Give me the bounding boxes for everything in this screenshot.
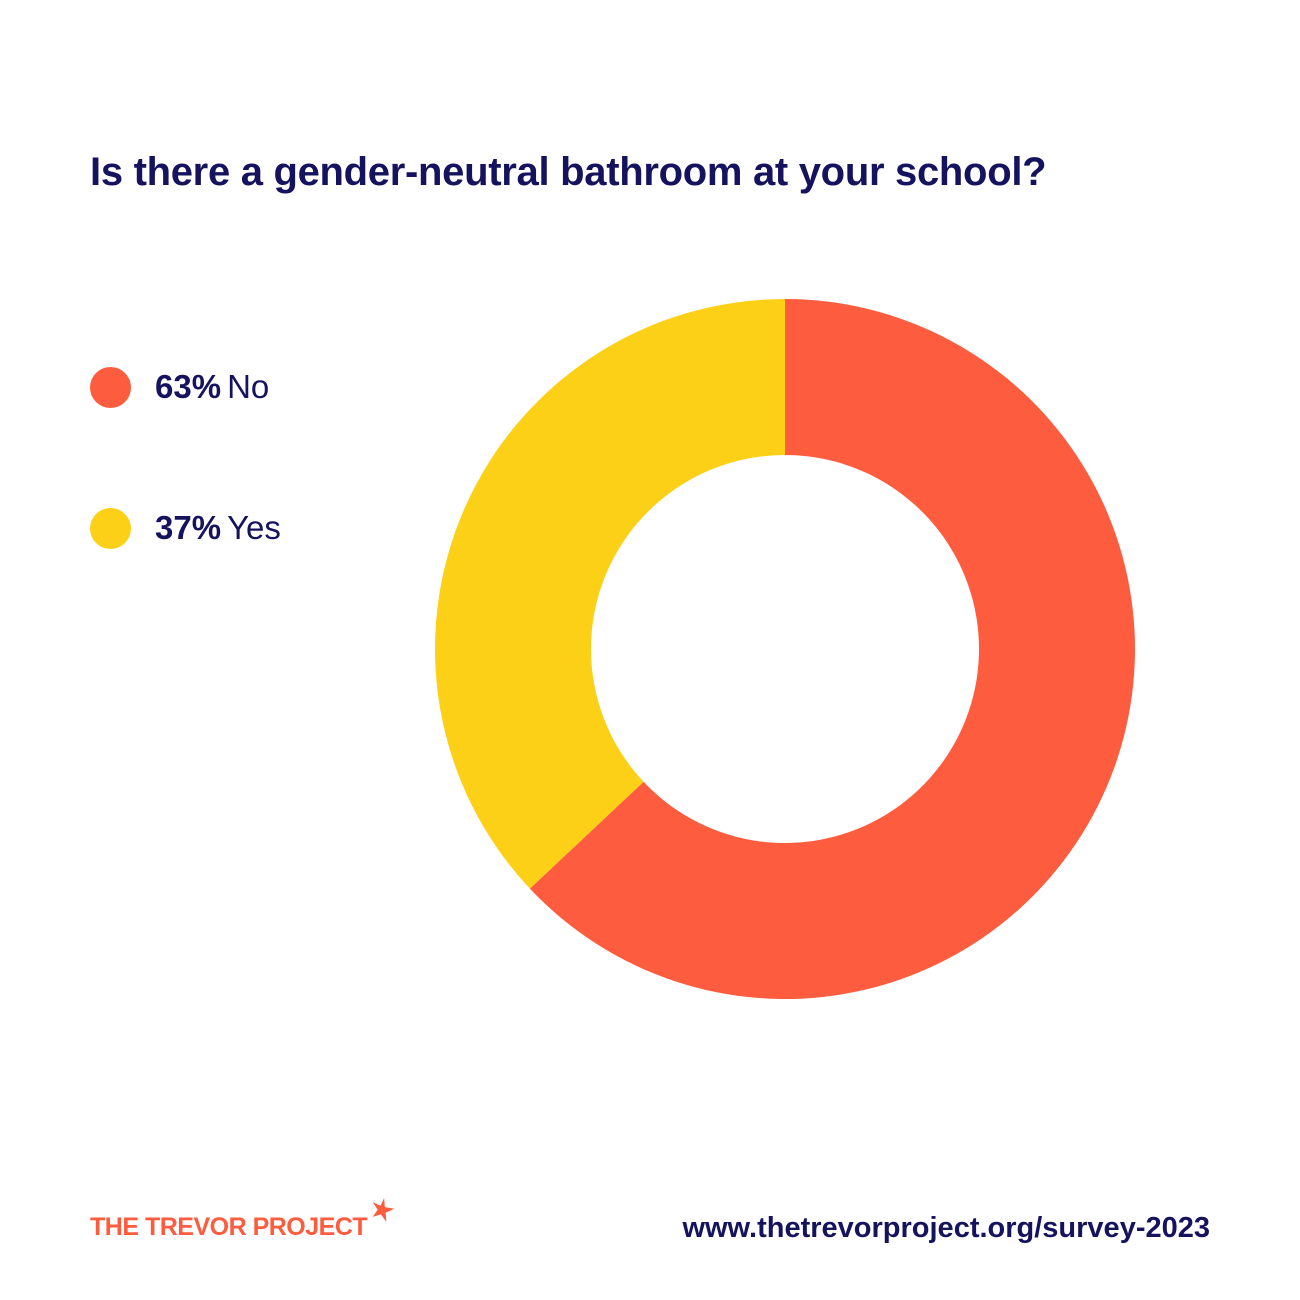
logo-text: THE TREVOR PROJECT	[90, 1213, 368, 1241]
legend-item-no: 63% No	[90, 366, 269, 408]
legend-label-yes: Yes	[227, 509, 281, 546]
legend-item-yes: 37% Yes	[90, 507, 281, 549]
survey-url: www.thetrevorproject.org/survey-2023	[682, 1212, 1210, 1244]
legend-percent-no: 63%	[155, 368, 222, 405]
donut-slice-no	[529, 299, 1135, 999]
trevor-project-logo: THE TREVOR PROJECT	[90, 1196, 397, 1240]
chart-title: Is there a gender-neutral bathroom at yo…	[90, 150, 1047, 194]
star-icon	[372, 1198, 395, 1222]
legend-percent-yes: 37%	[155, 509, 222, 546]
legend-label-no: No	[227, 368, 270, 405]
donut-slice-yes	[434, 299, 785, 889]
legend-swatch-yes	[90, 507, 131, 549]
legend-swatch-no	[90, 366, 131, 408]
